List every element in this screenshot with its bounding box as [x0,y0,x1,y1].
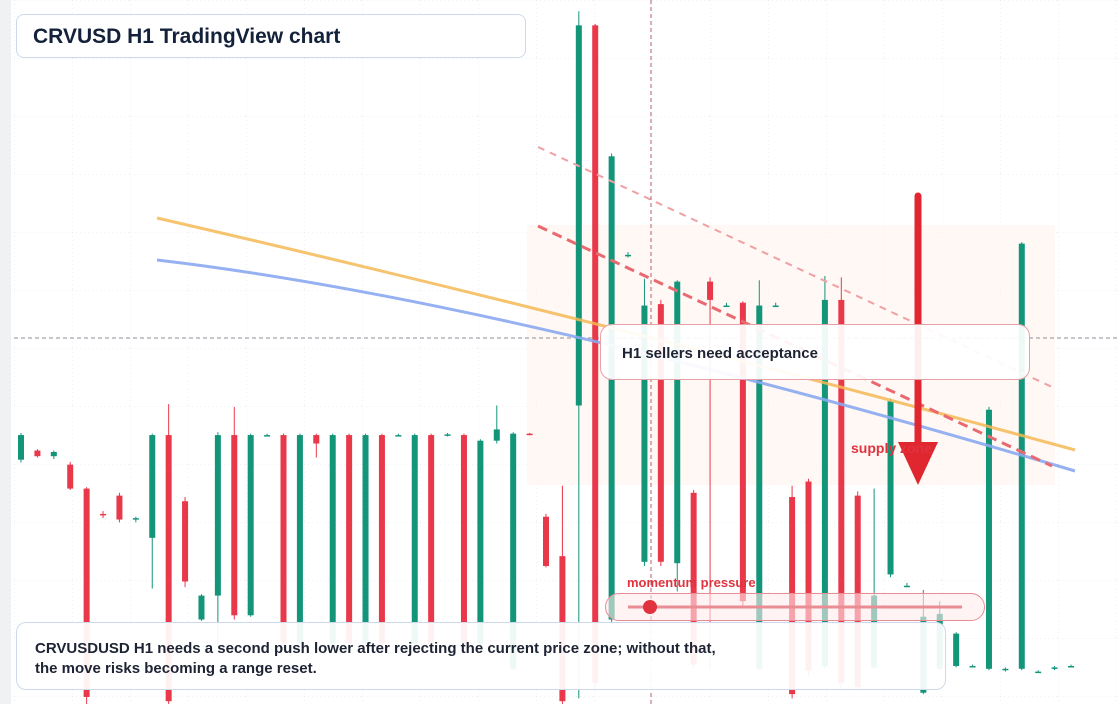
candle-body [739,302,746,602]
candle-body [953,633,960,666]
candle-body [34,450,41,457]
candle-body [132,518,139,520]
candle-body [83,488,90,697]
candle-body [428,435,435,644]
candle-body [707,281,714,300]
candle-body [198,595,205,620]
candle-body [231,435,238,616]
candle-body [411,435,418,644]
caption-line: CRVUSDUSD H1 needs a second push lower a… [35,640,716,657]
candle-body [165,435,172,702]
candle-body [493,429,500,441]
candle-body [247,435,254,616]
candle-body [772,305,779,308]
candle-body [1035,671,1042,674]
caption: CRVUSDUSD H1 needs a second push lower a… [16,622,946,690]
candle-body [362,435,369,644]
candle-body [575,25,582,406]
candle-body [854,495,861,688]
candle-body [67,464,74,489]
ma-fast [156,258,1076,473]
candle-body [510,433,517,669]
candle-body [329,435,336,644]
candle-body [1002,668,1009,671]
candle-body [723,305,730,308]
candle-body [887,401,894,575]
candle-body [1068,665,1074,668]
candle-body [821,299,828,666]
candle-body [543,516,549,567]
meter-bar [605,593,985,621]
candle-body [592,25,599,683]
candle-body [460,435,467,644]
candle-body [526,433,533,436]
candle-body [18,435,24,460]
candle-body [116,495,123,520]
trend-lower [537,224,1053,468]
candle-body [280,435,287,644]
candle-body [395,435,402,437]
candle-body [903,585,910,588]
candle-body [641,305,648,562]
candle-body [969,665,976,668]
zone-label: supply zone [851,440,932,456]
annotation-card: H1 sellers need acceptance [600,324,1030,380]
meter-knob [643,600,657,614]
candle-body [477,440,484,644]
caption-line: the move risks becoming a range reset. [35,660,317,677]
candle-body [690,492,697,665]
left-strip [0,0,11,704]
candle-body [378,435,385,644]
candle-body [608,156,615,620]
chart-title: CRVUSD H1 TradingView chart [16,14,526,58]
candle-body [444,434,451,436]
candle-body [805,481,812,671]
candle-body [346,435,353,644]
candle-body [838,299,845,683]
candle-body [149,435,156,538]
candle-body [313,435,320,444]
candle-body [182,501,189,582]
candle-body [674,281,681,564]
candle-body [214,435,221,596]
arrow-head [898,442,938,485]
candle-body [756,305,763,669]
candle-body [50,451,57,457]
candle-body [296,435,303,644]
meter-track [628,600,962,614]
candle-body [264,435,271,437]
candle-body [1051,667,1058,669]
candle-body [100,513,107,516]
meter-label: momentum pressure [627,575,756,590]
candle-body [985,409,992,669]
candle-body [657,304,664,562]
candle-body [625,254,632,257]
